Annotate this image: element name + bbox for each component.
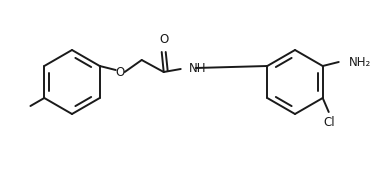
Text: Cl: Cl bbox=[323, 116, 335, 129]
Text: NH₂: NH₂ bbox=[349, 55, 371, 69]
Text: O: O bbox=[115, 66, 124, 78]
Text: O: O bbox=[159, 33, 168, 46]
Text: NH: NH bbox=[189, 62, 206, 74]
